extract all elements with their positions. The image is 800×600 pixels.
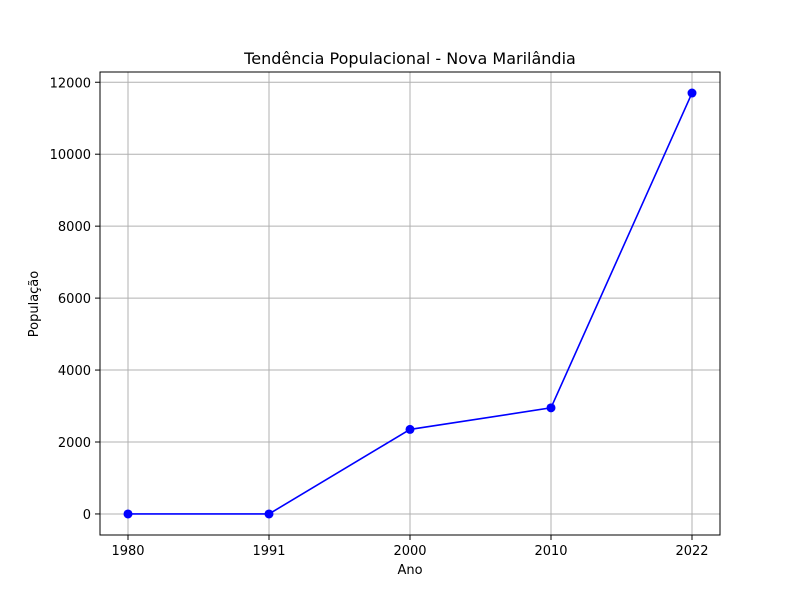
x-tick-label: 2022 xyxy=(675,544,708,559)
y-tick-label: 10000 xyxy=(50,148,91,163)
data-point xyxy=(123,509,133,519)
data-point xyxy=(687,88,697,98)
x-tick-label: 2010 xyxy=(534,544,567,559)
y-axis-label: População xyxy=(27,271,42,338)
y-tick-label: 8000 xyxy=(58,220,91,235)
x-tick-label: 1980 xyxy=(111,544,144,559)
data-series xyxy=(123,88,697,519)
y-tick-label: 2000 xyxy=(58,436,91,451)
x-tick-label: 2000 xyxy=(393,544,426,559)
y-tick-label: 12000 xyxy=(50,76,91,91)
x-axis-label: Ano xyxy=(397,563,422,578)
y-axis: 0 2000 4000 6000 8000 10000 12000 xyxy=(50,76,100,523)
grid xyxy=(100,72,720,535)
chart-title: Tendência Populacional - Nova Marilândia xyxy=(243,49,576,68)
y-tick-label: 0 xyxy=(83,508,91,523)
y-tick-label: 4000 xyxy=(58,364,91,379)
data-point xyxy=(264,509,274,519)
data-point xyxy=(405,424,415,434)
x-tick-label: 1991 xyxy=(252,544,285,559)
x-axis: 1980 1991 2000 2010 2022 xyxy=(111,535,709,559)
data-point xyxy=(546,403,556,413)
y-tick-label: 6000 xyxy=(58,292,91,307)
